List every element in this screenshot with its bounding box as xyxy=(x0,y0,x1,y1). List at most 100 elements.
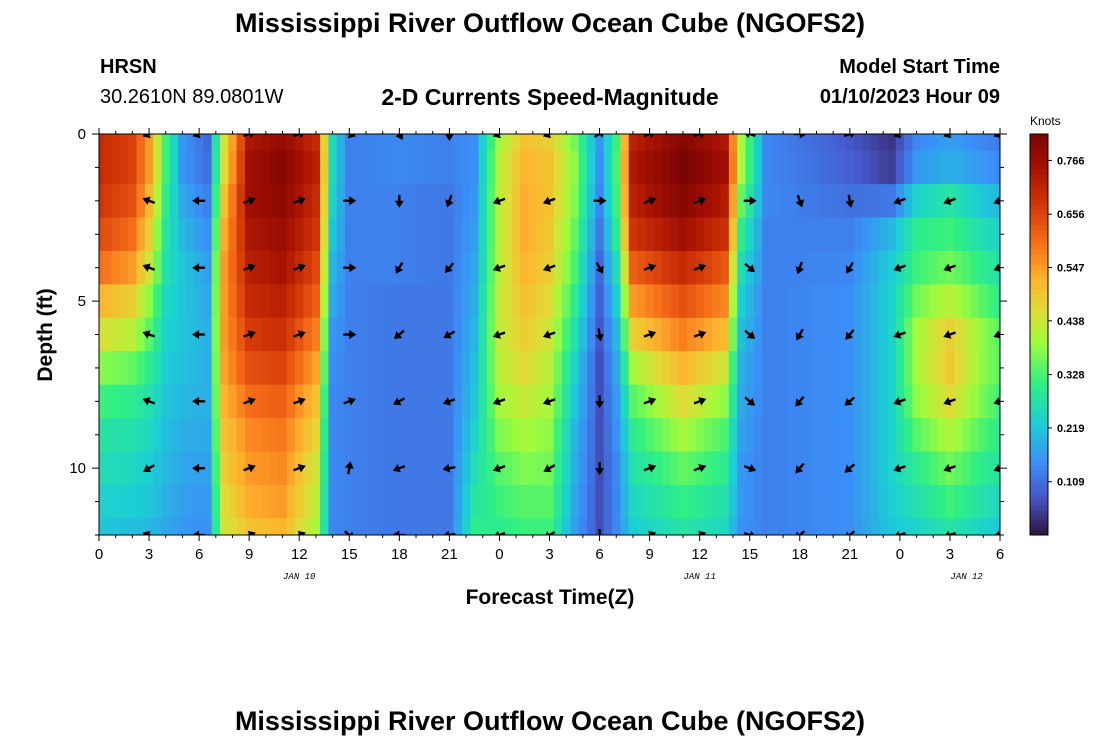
heatmap-cell xyxy=(670,250,680,285)
heatmap-cell xyxy=(536,351,546,386)
current-arrow xyxy=(142,530,156,535)
current-arrow xyxy=(793,134,807,139)
heatmap-cell xyxy=(169,284,179,319)
heatmap-cell xyxy=(119,484,129,519)
heatmap-cell xyxy=(99,217,104,252)
heatmap-cell xyxy=(995,351,1000,386)
heatmap-cell xyxy=(553,518,563,535)
heatmap-cell xyxy=(945,134,955,152)
heatmap-cell xyxy=(178,518,188,535)
heatmap-cell xyxy=(712,284,722,319)
heatmap-cell xyxy=(320,150,330,185)
heatmap-cell xyxy=(403,317,413,352)
heatmap-cell xyxy=(562,351,571,386)
heatmap-cell xyxy=(270,284,279,319)
heatmap-cell xyxy=(712,418,722,453)
heatmap-cell xyxy=(954,351,964,386)
heatmap-cell xyxy=(303,184,313,219)
heatmap-cell xyxy=(520,351,530,386)
heatmap-cell xyxy=(261,284,271,319)
heatmap-cell xyxy=(620,250,630,285)
heatmap-cell xyxy=(178,284,188,319)
heatmap-cell xyxy=(628,150,638,185)
heatmap-cell xyxy=(879,351,888,386)
heatmap-cell xyxy=(620,150,630,185)
heatmap-cell xyxy=(778,184,788,219)
heatmap-cell xyxy=(261,451,271,486)
heatmap-cell xyxy=(870,217,880,252)
heatmap-cell xyxy=(461,384,471,419)
heatmap-cell xyxy=(637,418,647,453)
heatmap-cell xyxy=(904,384,913,419)
heatmap-cell xyxy=(194,284,204,319)
heatmap-cell xyxy=(386,250,396,285)
current-arrow xyxy=(943,530,956,535)
heatmap-cell xyxy=(737,184,747,219)
current-arrow xyxy=(593,134,606,139)
heatmap-cell xyxy=(370,484,380,519)
colorbar-segment xyxy=(1030,424,1048,431)
heatmap-cell xyxy=(862,451,872,486)
heatmap-cell xyxy=(161,184,171,219)
heatmap-cell xyxy=(545,150,555,185)
colorbar-segment xyxy=(1030,304,1048,310)
heatmap-cell xyxy=(737,418,747,453)
heatmap-cell xyxy=(111,518,121,535)
heatmap-cell xyxy=(945,418,955,453)
heatmap-cell xyxy=(320,518,330,535)
heatmap-cell xyxy=(228,134,238,152)
heatmap-cell xyxy=(270,418,279,453)
heatmap-cell xyxy=(812,518,822,535)
heatmap-cell xyxy=(562,518,571,535)
colorbar-segment xyxy=(1030,224,1048,230)
heatmap-cell xyxy=(470,317,480,352)
heatmap-cell xyxy=(954,484,964,519)
heatmap-cell xyxy=(987,384,997,419)
heatmap-cell xyxy=(111,217,121,252)
heatmap-cell xyxy=(428,351,438,386)
heatmap-cell xyxy=(895,518,905,535)
heatmap-cell xyxy=(645,134,655,152)
heatmap-cell xyxy=(879,384,888,419)
heatmap-cell xyxy=(261,351,271,386)
heatmap-cell xyxy=(662,451,672,486)
heatmap-cell xyxy=(328,384,338,419)
heatmap-cell xyxy=(270,351,279,386)
heatmap-cell xyxy=(286,150,296,185)
heatmap-cell xyxy=(219,134,229,152)
heatmap-cell xyxy=(870,150,880,185)
heatmap-cell xyxy=(303,317,313,352)
heatmap-cell xyxy=(219,250,229,285)
heatmap-cell xyxy=(403,418,413,453)
heatmap-cell xyxy=(295,284,304,319)
heatmap-cell xyxy=(854,384,863,419)
heatmap-cell xyxy=(954,518,964,535)
heatmap-cell xyxy=(578,317,588,352)
heatmap-cell xyxy=(770,184,780,219)
heatmap-cell xyxy=(662,134,672,152)
heatmap-cell xyxy=(645,150,655,185)
current-arrow xyxy=(595,395,605,409)
heatmap-cell xyxy=(695,418,705,453)
colorbar-segment xyxy=(1030,419,1048,426)
heatmap-cell xyxy=(828,451,838,486)
heatmap-cell xyxy=(111,384,121,419)
heatmap-cell xyxy=(595,418,605,453)
heatmap-cell xyxy=(870,250,880,285)
heatmap-cell xyxy=(920,384,930,419)
heatmap-cell xyxy=(720,184,730,219)
colorbar-tick-label: 0.109 xyxy=(1057,477,1085,489)
heatmap-cell xyxy=(186,451,196,486)
heatmap-cell xyxy=(461,484,471,519)
heatmap-cell xyxy=(436,451,446,486)
current-arrow xyxy=(595,462,605,476)
current-arrow xyxy=(492,530,506,535)
heatmap-cell xyxy=(495,134,505,152)
heatmap-cell xyxy=(128,317,138,352)
current-arrow xyxy=(192,330,206,339)
heatmap-cell xyxy=(303,150,313,185)
heatmap-cell xyxy=(411,250,421,285)
heatmap-cell xyxy=(511,134,521,152)
heatmap-cell xyxy=(879,451,888,486)
colorbar-segment xyxy=(1030,514,1048,521)
